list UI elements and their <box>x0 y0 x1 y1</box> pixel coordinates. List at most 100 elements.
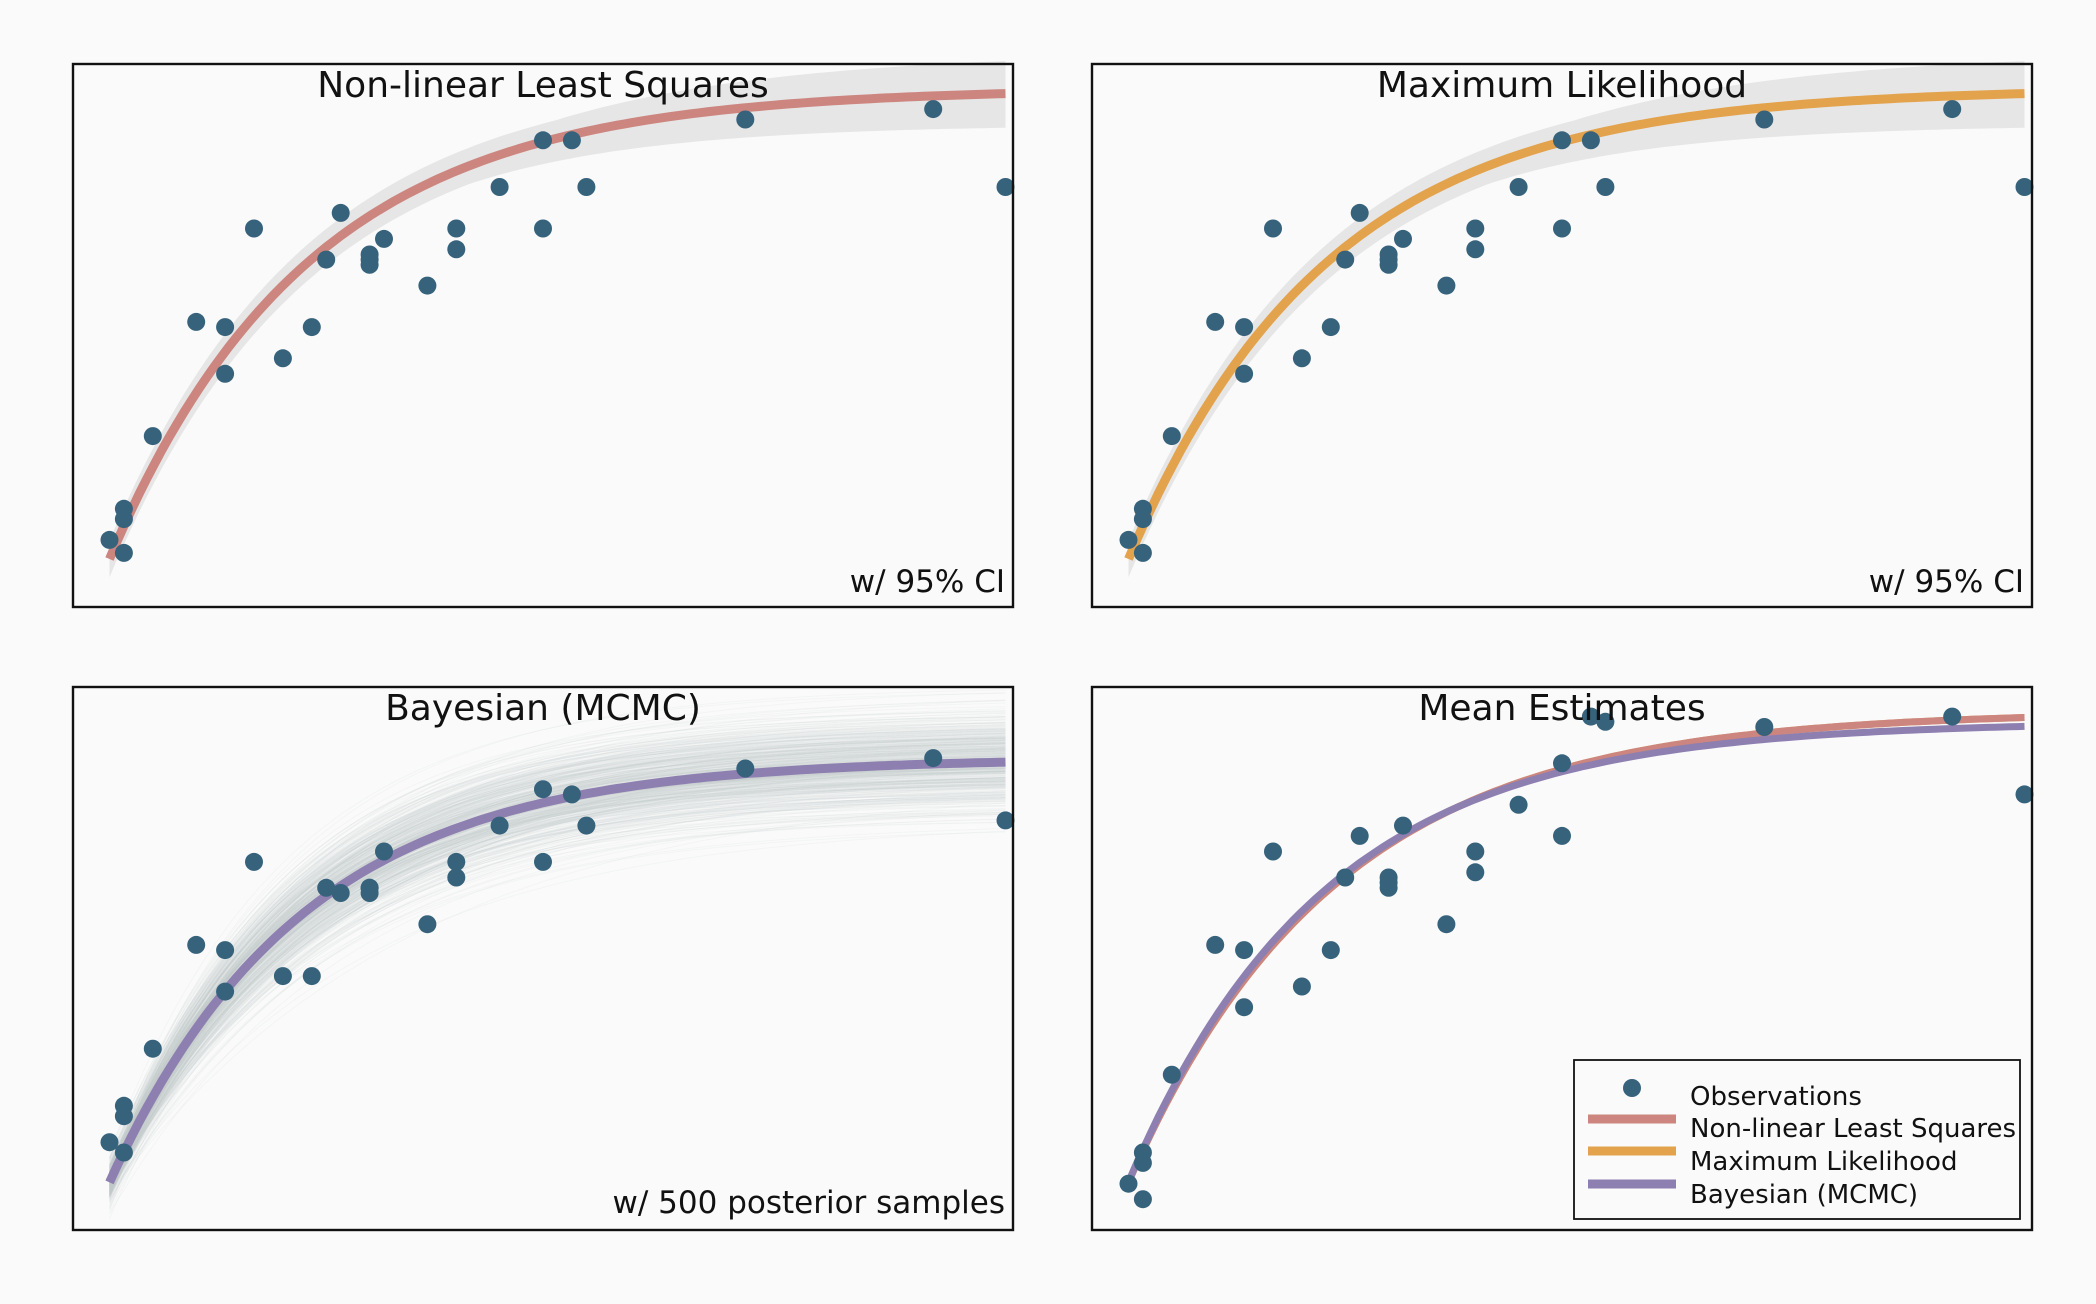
posterior-sample-curve <box>109 739 1006 1150</box>
posterior-sample-curve <box>109 813 1006 1210</box>
posterior-sample-curve <box>109 765 1006 1173</box>
observation-point <box>375 229 393 248</box>
posterior-sample-curve <box>109 728 1006 1191</box>
posterior-sample-curve <box>109 778 1006 1191</box>
posterior-sample-curve <box>109 750 1006 1160</box>
posterior-sample-curve <box>109 768 1006 1185</box>
posterior-sample-curve <box>109 745 1006 1173</box>
panel-bayes: Bayesian (MCMC) w/ 500 posterior samples <box>71 685 1015 1232</box>
posterior-sample-curve <box>109 780 1006 1187</box>
posterior-sample-curve <box>109 750 1006 1173</box>
observation-point <box>1394 229 1412 248</box>
observation-point <box>1509 178 1528 196</box>
posterior-sample-curve <box>109 798 1006 1196</box>
posterior-sample-curve <box>109 746 1006 1182</box>
posterior-sample-curve <box>109 746 1006 1186</box>
observations-layer <box>100 100 1015 562</box>
observation-point <box>490 816 509 835</box>
posterior-sample-curve <box>109 783 1006 1184</box>
posterior-sample-curve <box>109 795 1006 1219</box>
posterior-sample-curve <box>109 741 1006 1191</box>
posterior-sample-curve <box>109 749 1006 1197</box>
posterior-sample-curve <box>109 738 1006 1185</box>
posterior-sample-curve <box>109 710 1006 1158</box>
posterior-sample-curve <box>109 765 1006 1183</box>
posterior-sample-curve <box>109 799 1006 1197</box>
posterior-sample-curve <box>109 747 1006 1186</box>
posterior-sample-curve <box>109 711 1006 1171</box>
posterior-sample-curve <box>109 755 1006 1171</box>
posterior-sample-curve <box>109 750 1006 1195</box>
observation-point <box>317 878 336 897</box>
posterior-sample-curve <box>109 706 1006 1173</box>
posterior-sample-curve <box>109 741 1006 1161</box>
posterior-sample-curve <box>109 745 1006 1178</box>
posterior-sample-curve <box>109 737 1006 1178</box>
observation-point <box>1206 935 1225 954</box>
observation-point <box>114 543 133 562</box>
posterior-sample-curve <box>109 783 1006 1197</box>
posterior-sample-curve <box>109 771 1006 1182</box>
posterior-sample-curve <box>109 748 1006 1180</box>
observation-point <box>1119 530 1138 549</box>
posterior-sample-curve <box>109 777 1006 1193</box>
posterior-sample-curve <box>109 777 1006 1181</box>
posterior-sample-curve <box>109 748 1006 1179</box>
observation-point <box>1553 754 1571 773</box>
posterior-sample-curve <box>109 770 1006 1185</box>
observation-point <box>143 427 162 446</box>
posterior-sample-curve <box>109 751 1006 1179</box>
posterior-sample-curve <box>109 767 1006 1194</box>
posterior-sample-curve <box>109 777 1006 1177</box>
posterior-sample-curve <box>109 762 1006 1168</box>
observation-point <box>1596 712 1615 731</box>
panel-title: Mean Estimates <box>1418 688 1705 729</box>
observation-point <box>245 219 263 238</box>
panel-ml: Maximum Likelihood w/ 95% CI <box>1090 61 2034 609</box>
posterior-sample-curve <box>109 708 1006 1167</box>
posterior-sample-curve <box>109 775 1006 1195</box>
posterior-sample-curve <box>109 728 1006 1189</box>
observation-point <box>1235 998 1254 1017</box>
posterior-sample-curve <box>109 805 1006 1181</box>
posterior-sample-curve <box>109 779 1006 1171</box>
observation-point <box>216 941 235 960</box>
posterior-sample-curve <box>109 815 1006 1193</box>
posterior-sample-curve <box>109 818 1006 1182</box>
posterior-sample-curve <box>109 727 1006 1172</box>
observation-point <box>1553 131 1571 150</box>
posterior-sample-curve <box>109 773 1006 1176</box>
posterior-sample-curve <box>109 724 1006 1166</box>
observation-point <box>1755 718 1774 736</box>
posterior-sample-curve <box>109 740 1006 1181</box>
posterior-sample-curve <box>109 716 1006 1169</box>
posterior-sample-curve <box>109 796 1006 1181</box>
posterior-sample-curve <box>109 797 1006 1189</box>
posterior-sample-curve <box>109 787 1006 1190</box>
posterior-sample-curve <box>109 777 1006 1183</box>
observation-point <box>1466 219 1485 238</box>
posterior-sample-curve <box>109 743 1006 1175</box>
posterior-sample-curve <box>109 782 1006 1192</box>
observation-point <box>114 1096 133 1115</box>
posterior-sample-curve <box>109 699 1006 1175</box>
posterior-sample-curve <box>109 775 1006 1185</box>
posterior-sample-curve <box>109 737 1006 1180</box>
posterior-sample-curve <box>109 733 1006 1179</box>
posterior-sample-curve <box>109 699 1006 1172</box>
observation-point <box>1755 110 1774 129</box>
posterior-sample-curve <box>109 748 1006 1172</box>
observation-point <box>736 110 755 129</box>
posterior-sample-curve <box>109 748 1006 1159</box>
posterior-sample-curve <box>109 802 1006 1195</box>
posterior-sample-curve <box>109 702 1006 1163</box>
fit-curve-nls <box>105 89 1006 561</box>
posterior-sample-curve <box>109 771 1006 1180</box>
observation-point <box>1379 878 1398 897</box>
posterior-sample-curve <box>109 828 1006 1170</box>
observation-point <box>562 131 581 150</box>
posterior-sample-curve <box>109 810 1006 1213</box>
observation-point <box>1292 977 1311 996</box>
posterior-sample-curve <box>109 757 1006 1190</box>
posterior-sample-curve <box>109 794 1006 1191</box>
